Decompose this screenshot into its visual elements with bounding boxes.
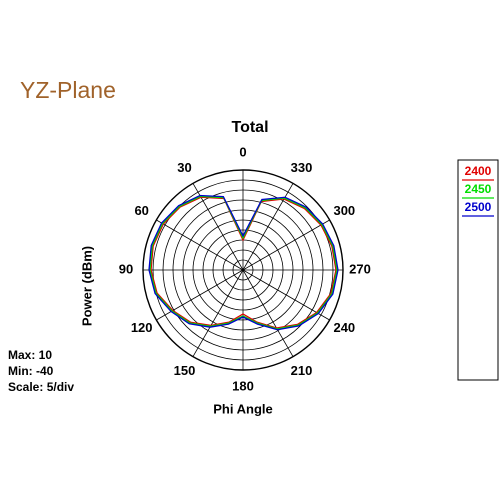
grid-spoke <box>242 183 294 271</box>
theta-tick-label: 180 <box>232 378 254 393</box>
grid-spoke <box>156 219 244 271</box>
theta-tick-label: 60 <box>134 203 148 218</box>
theta-tick-label: 270 <box>349 261 371 276</box>
legend-box <box>457 159 499 381</box>
series-line <box>148 194 339 331</box>
legend-label: 2500 <box>465 200 492 214</box>
series-line <box>149 195 338 330</box>
chart-title: Total <box>231 119 268 136</box>
max-label: Max: 10 <box>8 348 52 362</box>
theta-tick-label: 240 <box>333 320 355 335</box>
grid-spoke <box>242 269 330 321</box>
r-axis-label: Power (dBm) <box>79 246 94 326</box>
grid-spoke <box>242 269 294 357</box>
grid-spoke <box>156 269 244 321</box>
theta-tick-label: 90 <box>119 261 133 276</box>
grid-spoke <box>242 219 330 271</box>
min-label: Min: -40 <box>8 364 54 378</box>
theta-tick-label: 330 <box>291 160 313 175</box>
legend-label: 2450 <box>465 182 492 196</box>
theta-tick-label: 210 <box>291 363 313 378</box>
grid-spoke <box>192 269 244 357</box>
theta-tick-label: 0 <box>239 144 246 159</box>
scale-label: Scale: 5/div <box>8 380 74 394</box>
series-line <box>150 196 337 329</box>
theta-tick-label: 300 <box>333 203 355 218</box>
theta-tick-label: 120 <box>131 320 153 335</box>
heading: YZ-Plane <box>20 77 116 103</box>
theta-tick-label: 150 <box>174 363 196 378</box>
legend-label: 2400 <box>465 164 492 178</box>
theta-axis-label: Phi Angle <box>213 401 272 416</box>
theta-tick-label: 30 <box>177 160 191 175</box>
